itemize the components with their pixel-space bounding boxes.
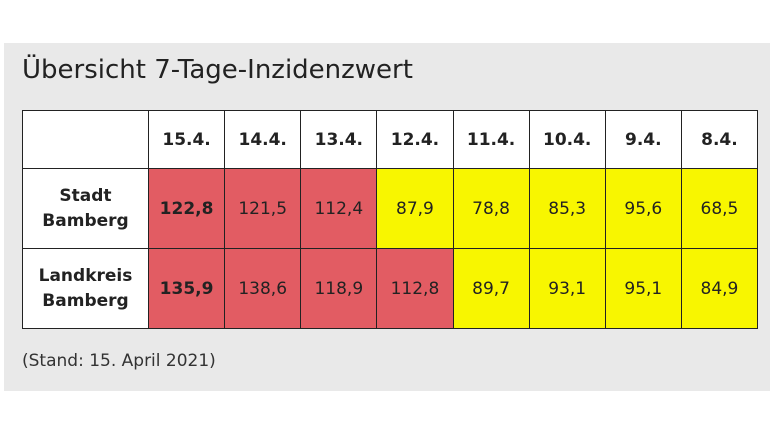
value-cell: 85,3 [528,168,606,249]
row-label-line: Bamberg [42,290,129,311]
value-cell: 84,9 [680,248,759,329]
date-header: 11.4. [452,110,530,169]
value-cell: 95,1 [604,248,682,329]
row-label-line: Bamberg [42,210,129,231]
date-header: 10.4. [528,110,606,169]
value-cell: 95,6 [604,168,682,249]
date-header: 15.4. [147,110,226,169]
row-label-line: Landkreis [38,265,133,286]
value-cell: 122,8 [147,168,226,249]
value-cell: 121,5 [224,168,302,249]
page-title: Übersicht 7-Tage-Inzidenzwert [22,55,413,85]
row-label-landkreis-bamberg: Landkreis Bamberg [22,248,149,329]
date-header: 8.4. [680,110,759,169]
table-row: Landkreis Bamberg 135,9 138,6 118,9 112,… [22,248,759,329]
row-label-stadt-bamberg: Stadt Bamberg [22,168,149,249]
value-cell: 68,5 [680,168,759,249]
table-corner-cell [22,110,149,169]
value-cell: 112,4 [300,168,378,249]
table-header-row: 15.4. 14.4. 13.4. 12.4. 11.4. 10.4. 9.4.… [22,110,759,169]
status-note: (Stand: 15. April 2021) [22,351,216,371]
incidence-table: 15.4. 14.4. 13.4. 12.4. 11.4. 10.4. 9.4.… [22,110,759,329]
value-cell: 135,9 [147,248,226,329]
date-header: 13.4. [300,110,378,169]
value-cell: 112,8 [376,248,454,329]
value-cell: 138,6 [224,248,302,329]
value-cell: 118,9 [300,248,378,329]
date-header: 12.4. [376,110,454,169]
date-header: 14.4. [224,110,302,169]
row-label-line: Stadt [59,185,112,206]
value-cell: 78,8 [452,168,530,249]
incidence-panel: Übersicht 7-Tage-Inzidenzwert 15.4. 14.4… [4,43,770,391]
table-row: Stadt Bamberg 122,8 121,5 112,4 87,9 78,… [22,168,759,249]
value-cell: 89,7 [452,248,530,329]
value-cell: 93,1 [528,248,606,329]
value-cell: 87,9 [376,168,454,249]
date-header: 9.4. [604,110,682,169]
